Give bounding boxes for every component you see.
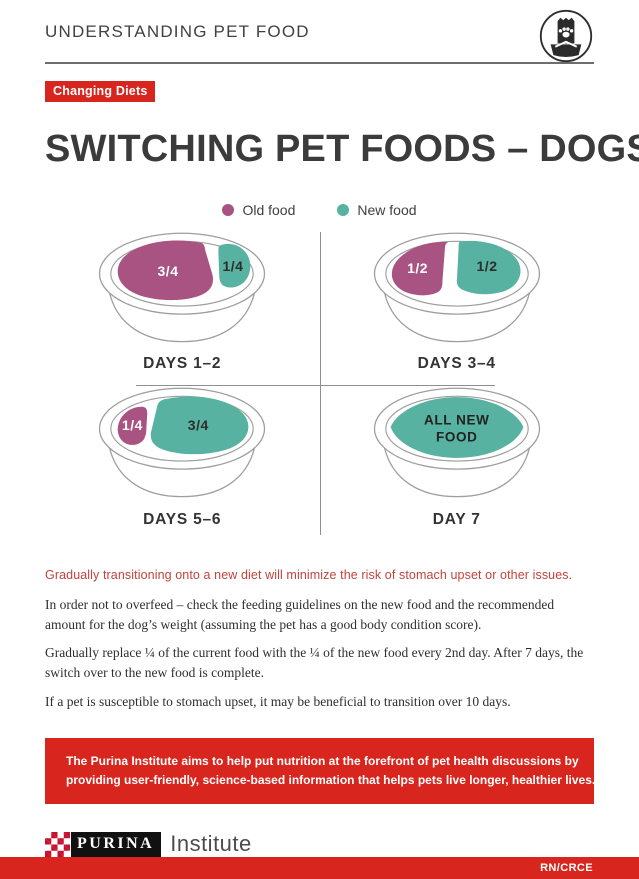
bowl-days-1-2: 3/4 1/4 DAYS 1–2	[45, 230, 320, 385]
fraction-old: 1/4	[121, 417, 143, 434]
header-divider	[45, 62, 594, 64]
bowl-days-5-6: 1/4 3/4 DAYS 5–6	[45, 385, 320, 540]
legend-label-old: Old food	[242, 201, 296, 218]
fraction-old: 3/4	[157, 263, 179, 280]
bowl-day-7: ALL NEW FOOD DAY 7	[320, 385, 595, 540]
fraction-new: 1/4	[222, 258, 244, 275]
old-food-dot-icon	[222, 203, 235, 216]
bowl-days-1-2-graphic: 3/4 1/4	[93, 230, 271, 351]
new-food-dot-icon	[337, 203, 350, 216]
paragraph-overfeed: In order not to overfeed – check the fee…	[45, 596, 555, 632]
paragraph-replace: Gradually replace ¼ of the current food …	[45, 645, 584, 681]
bowl-day-7-graphic: ALL NEW FOOD	[368, 385, 546, 506]
footer-code: RN/CRCE	[540, 862, 593, 874]
legend: Old food New food	[45, 202, 594, 218]
legend-item-old-food: Old food	[222, 202, 295, 218]
section-badge: Changing Diets	[45, 81, 156, 102]
bowl-label: DAYS 1–2	[143, 355, 222, 373]
bowl-days-5-6-graphic: 1/4 3/4	[93, 385, 271, 506]
institute-wordmark: Institute	[170, 831, 252, 857]
grid-divider-vertical	[319, 231, 321, 535]
legend-item-new-food: New food	[337, 201, 417, 218]
bowl-diagram-grid: 3/4 1/4 DAYS 1–2 1/2 1/2	[45, 230, 594, 541]
bowl-label: DAY 7	[432, 510, 481, 528]
purina-wordmark: PURINA	[71, 831, 162, 857]
pet-food-bag-bowl-icon	[538, 8, 594, 64]
fraction-old: 1/2	[407, 259, 429, 276]
callout-line-2: providing user-friendly, science-based i…	[66, 773, 596, 788]
footer-bar: RN/CRCE	[0, 857, 639, 879]
purina-institute-callout: The Purina Institute aims to help put nu…	[45, 737, 596, 805]
grid-divider-horizontal	[135, 385, 496, 387]
page-header: UNDERSTANDING PET FOOD	[45, 0, 594, 64]
fraction-new: 1/2	[476, 258, 498, 275]
all-new-food-label: ALL NEW FOOD	[424, 412, 490, 445]
fraction-new: 3/4	[187, 417, 209, 434]
page-title: SWITCHING PET FOODS – DOGS	[45, 128, 639, 170]
legend-label-new: New food	[357, 201, 417, 218]
bowl-label: DAYS 3–4	[417, 355, 496, 373]
bowl-days-3-4: 1/2 1/2 DAYS 3–4	[320, 230, 595, 385]
body-copy: In order not to overfeed – check the fee…	[45, 595, 594, 712]
callout-line-1: The Purina Institute aims to help put nu…	[66, 753, 579, 768]
bowl-days-3-4-graphic: 1/2 1/2	[368, 230, 546, 351]
header-title: UNDERSTANDING PET FOOD	[45, 22, 310, 41]
bowl-label: DAYS 5–6	[143, 510, 222, 528]
paragraph-susceptible: If a pet is susceptible to stomach upset…	[45, 693, 511, 709]
purina-checkerboard-icon	[45, 831, 70, 857]
highlight-sentence: Gradually transitioning onto a new diet …	[45, 567, 573, 582]
